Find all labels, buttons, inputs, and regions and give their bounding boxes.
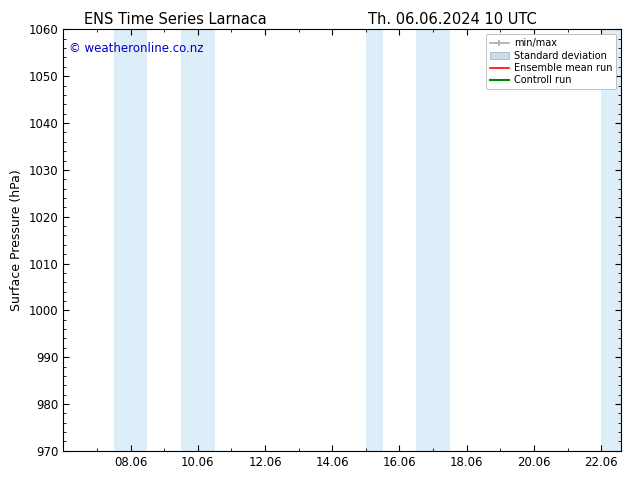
Bar <box>417 29 450 451</box>
Bar <box>601 29 621 451</box>
Text: ENS Time Series Larnaca: ENS Time Series Larnaca <box>84 12 266 27</box>
Text: Th. 06.06.2024 10 UTC: Th. 06.06.2024 10 UTC <box>368 12 536 27</box>
Legend: min/max, Standard deviation, Ensemble mean run, Controll run: min/max, Standard deviation, Ensemble me… <box>486 34 616 89</box>
Bar <box>366 29 383 451</box>
Bar <box>181 29 215 451</box>
Y-axis label: Surface Pressure (hPa): Surface Pressure (hPa) <box>10 169 23 311</box>
Text: © weatheronline.co.nz: © weatheronline.co.nz <box>69 42 204 55</box>
Bar <box>114 29 148 451</box>
